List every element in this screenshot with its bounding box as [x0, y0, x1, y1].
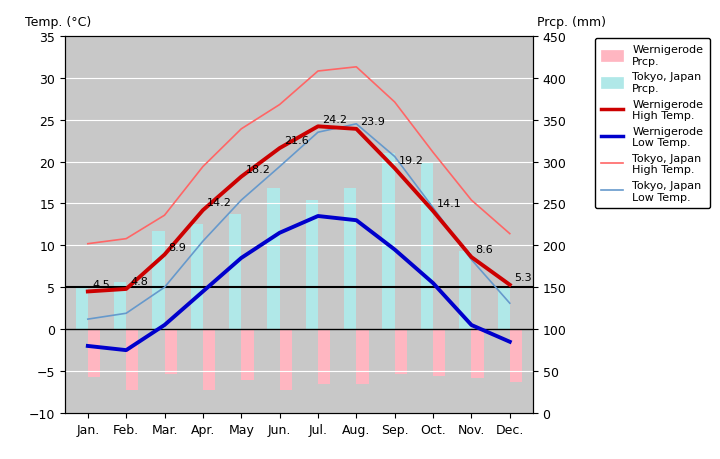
- Text: 14.1: 14.1: [437, 199, 462, 209]
- Bar: [88, 330, 100, 377]
- Text: 4.8: 4.8: [130, 277, 148, 286]
- Text: Temp. (°C): Temp. (°C): [25, 16, 91, 29]
- Text: 8.6: 8.6: [476, 245, 493, 255]
- Bar: [229, 214, 241, 330]
- Bar: [420, 164, 433, 330]
- Bar: [267, 189, 279, 330]
- Bar: [459, 252, 472, 330]
- Bar: [344, 189, 356, 330]
- Bar: [152, 232, 165, 330]
- Bar: [356, 330, 369, 384]
- Text: 18.2: 18.2: [246, 164, 270, 174]
- Bar: [191, 225, 203, 330]
- Text: 19.2: 19.2: [399, 156, 424, 166]
- Bar: [76, 286, 88, 330]
- Bar: [498, 287, 510, 330]
- Bar: [114, 283, 126, 330]
- Bar: [126, 330, 138, 391]
- Bar: [203, 330, 215, 391]
- Bar: [382, 154, 395, 330]
- Bar: [165, 330, 177, 375]
- Text: 4.5: 4.5: [92, 279, 109, 289]
- Bar: [433, 330, 446, 376]
- Bar: [241, 330, 253, 381]
- Bar: [510, 330, 522, 382]
- Text: 8.9: 8.9: [168, 242, 186, 252]
- Text: 24.2: 24.2: [322, 114, 347, 124]
- Bar: [472, 330, 484, 378]
- Text: 23.9: 23.9: [361, 117, 385, 127]
- Text: 14.2: 14.2: [207, 198, 232, 208]
- Bar: [279, 330, 292, 390]
- Text: Prcp. (mm): Prcp. (mm): [537, 16, 606, 29]
- Text: 5.3: 5.3: [514, 272, 531, 282]
- Bar: [395, 330, 407, 374]
- Text: 21.6: 21.6: [284, 136, 309, 146]
- Bar: [318, 330, 330, 384]
- Legend: Wernigerode
Prcp., Tokyo, Japan
Prcp., Wernigerode
High Temp., Wernigerode
Low T: Wernigerode Prcp., Tokyo, Japan Prcp., W…: [595, 39, 710, 209]
- Bar: [306, 201, 318, 330]
